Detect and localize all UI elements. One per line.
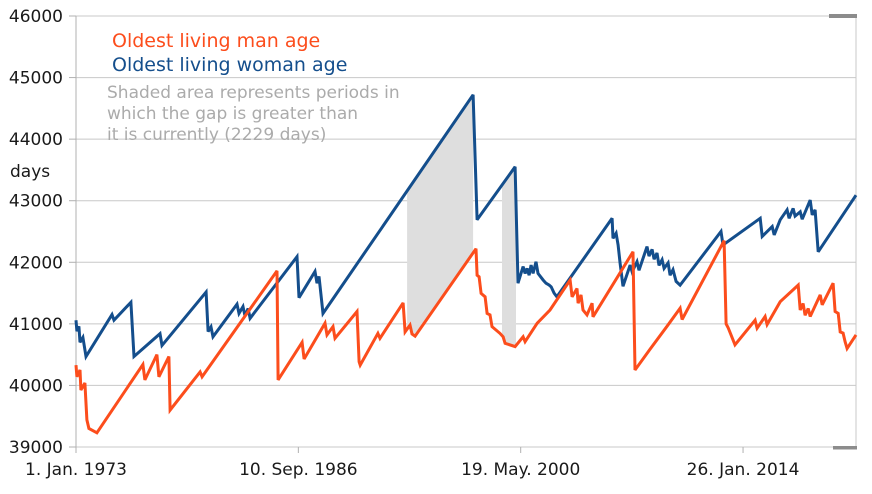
shaded-area-note: Shaded area represents periods in which … xyxy=(107,83,400,146)
legend: Oldest living man age Oldest living woma… xyxy=(112,29,347,77)
x-tick-label: 19. May. 2000 xyxy=(461,460,580,480)
y-axis-unit-label: days xyxy=(10,162,51,182)
man-age-line xyxy=(74,239,858,435)
y-tick-label: 41000 xyxy=(9,315,63,335)
y-tick-label: 39000 xyxy=(9,438,63,458)
x-tick-label: 26. Jan. 2014 xyxy=(687,460,800,480)
legend-man-label: Oldest living man age xyxy=(112,30,321,52)
x-tick-label: 10. Sep. 1986 xyxy=(239,460,358,480)
y-tick-label: 46000 xyxy=(9,7,63,27)
x-tick-label: 1. Jan. 1973 xyxy=(25,460,127,480)
y-tick-label: 40000 xyxy=(9,376,63,396)
y-tick-label: 45000 xyxy=(9,69,63,89)
top-right-corner-mark xyxy=(829,14,857,18)
y-tick-label: 44000 xyxy=(9,130,63,150)
bottom-right-corner-mark xyxy=(833,446,857,450)
legend-woman-label: Oldest living woman age xyxy=(112,54,348,76)
shaded-area-note-line2: which the gap is greater than xyxy=(107,104,359,124)
woman-age-line xyxy=(74,93,858,361)
y-tick-label: 43000 xyxy=(9,192,63,212)
y-tick-label: 42000 xyxy=(9,253,63,273)
shaded-area-note-line1: Shaded area represents periods in xyxy=(107,83,400,103)
gap-shaded-area xyxy=(502,166,516,347)
shaded-area-note-line3: it is currently (2229 days) xyxy=(107,125,327,145)
